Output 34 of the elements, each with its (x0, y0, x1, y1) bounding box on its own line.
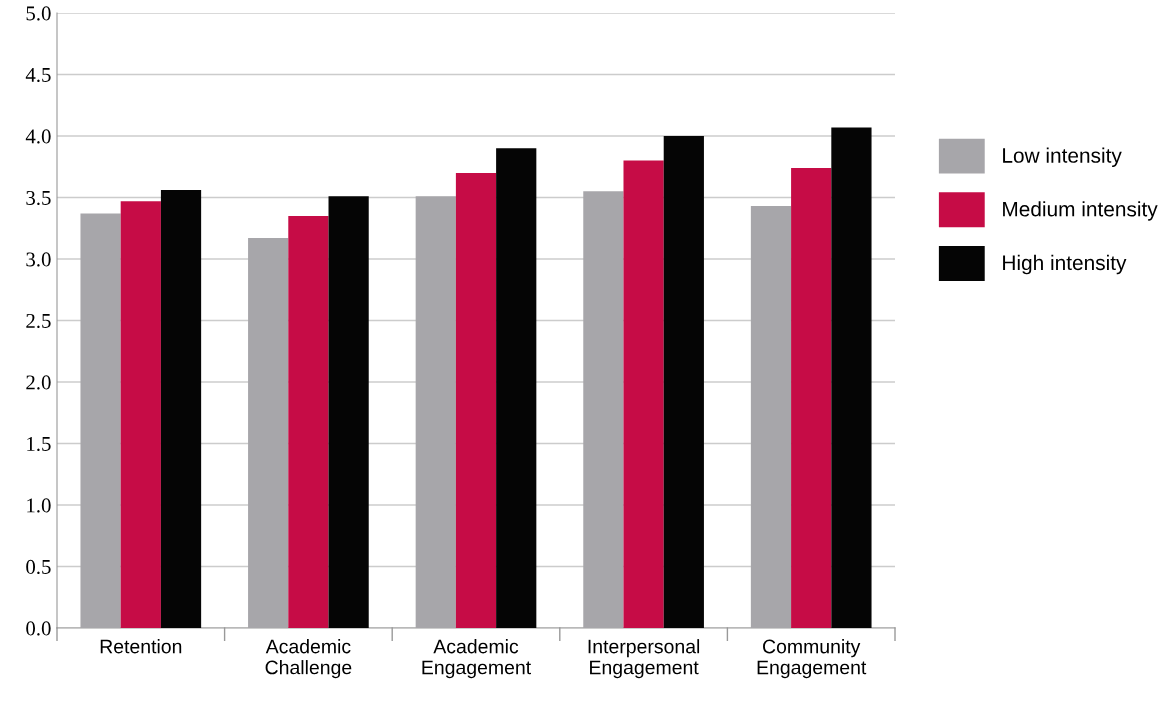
bar (455, 172, 497, 628)
bar (120, 201, 161, 628)
bar (623, 160, 664, 628)
x-tick-label: Academic Engagement (422, 639, 531, 679)
legend-label: Low intensity (1003, 147, 1122, 167)
bar (583, 191, 624, 628)
bar (328, 196, 369, 628)
bar (791, 167, 832, 628)
y-tick-label: 3.5 (26, 190, 51, 206)
x-tick-label: Retention (100, 639, 182, 654)
y-tick-label: 4.0 (25, 129, 51, 144)
bar (288, 215, 329, 628)
x-tick-label: Community Engagement (757, 639, 867, 679)
bar (663, 136, 704, 628)
legend-label: High intensity (1003, 254, 1127, 275)
y-tick-label: 4.5 (25, 68, 51, 83)
bar (496, 148, 537, 628)
y-tick-label: 0.5 (26, 559, 51, 575)
bar (160, 190, 202, 628)
y-tick-label: 2.5 (26, 313, 51, 329)
bar (831, 127, 872, 628)
x-tick-label: Interpersonal Engagement (588, 639, 700, 679)
y-tick-label: 1.0 (27, 498, 51, 513)
y-tick-label: 0.0 (26, 621, 51, 636)
bar (80, 213, 121, 628)
bar (248, 238, 289, 628)
y-tick-label: 3.0 (26, 252, 51, 267)
bar (415, 196, 456, 628)
bar (750, 206, 792, 628)
x-tick-label: Academic Challenge (265, 639, 352, 679)
y-tick-label: 5.0 (26, 6, 51, 21)
legend-label: Medium intensity (1003, 201, 1158, 221)
y-tick-label: 1.5 (27, 436, 51, 452)
y-tick-label: 2.0 (26, 375, 51, 390)
